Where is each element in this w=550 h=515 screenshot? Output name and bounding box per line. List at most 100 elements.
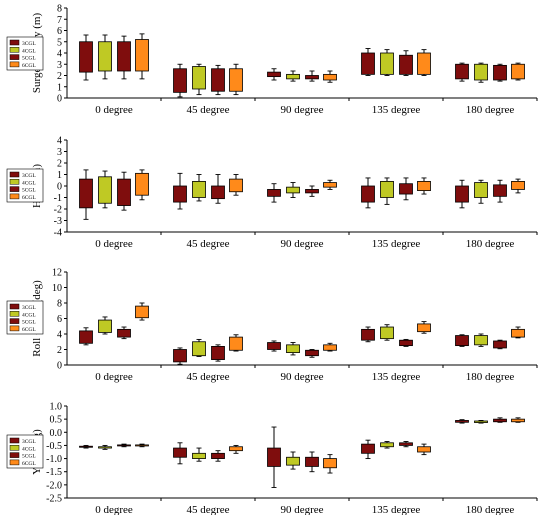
box-body xyxy=(474,420,488,423)
box-body xyxy=(79,445,93,448)
legend-swatch xyxy=(9,179,20,185)
x-category-label: 90 degree xyxy=(280,504,323,515)
box-body xyxy=(305,75,319,80)
x-category-label: 135 degree xyxy=(372,504,421,515)
box-body xyxy=(135,39,149,72)
box-3cgl xyxy=(173,172,187,210)
box-body xyxy=(380,52,394,75)
box-body xyxy=(229,446,243,452)
legend-label: 4CGL xyxy=(22,48,36,54)
box-5cgl xyxy=(493,179,507,203)
box-3cgl xyxy=(173,347,187,365)
legend-label: 6CGL xyxy=(22,461,36,467)
box-body xyxy=(267,342,281,350)
box-body xyxy=(474,63,488,81)
legend-swatch xyxy=(9,452,20,458)
y-tick-label: 1.0 xyxy=(50,402,63,413)
box-5cgl xyxy=(399,177,413,201)
y-tick-label: -4 xyxy=(54,228,62,239)
x-category-label: 0 degree xyxy=(95,371,133,383)
box-body xyxy=(305,349,319,357)
box-3cgl xyxy=(267,68,281,81)
box-body xyxy=(98,41,112,72)
box-body xyxy=(493,340,507,349)
legend-swatch xyxy=(9,193,20,200)
x-category-label: 135 degree xyxy=(372,371,421,383)
box-4cgl xyxy=(380,177,394,205)
box-body xyxy=(399,183,413,195)
box-body xyxy=(493,64,507,81)
legend-label: 6CGL xyxy=(22,63,36,69)
legend-label: 4CGL xyxy=(22,312,36,318)
box-body xyxy=(417,180,431,191)
box-4cgl xyxy=(380,49,394,76)
box-5cgl xyxy=(399,50,413,76)
y-tick-label: 1 xyxy=(57,82,62,93)
box-body xyxy=(229,336,243,351)
y-tick-label: 1 xyxy=(57,170,62,181)
box-3cgl xyxy=(361,48,375,76)
y-tick-label: -3 xyxy=(54,216,62,227)
box-body xyxy=(305,456,319,467)
box-body xyxy=(493,418,507,423)
box-body xyxy=(380,180,394,198)
box-body xyxy=(192,341,206,357)
legend-label: 5CGL xyxy=(22,320,36,326)
box-body xyxy=(267,189,281,197)
box-5cgl xyxy=(211,64,225,96)
box-4cgl xyxy=(474,420,488,424)
x-category-label: 180 degree xyxy=(466,238,515,250)
box-4cgl xyxy=(286,70,300,82)
y-tick-label: 4 xyxy=(57,49,62,60)
box-4cgl xyxy=(380,441,394,449)
legend-swatch xyxy=(9,39,20,46)
legend-label: 5CGL xyxy=(22,56,36,62)
legend-swatch xyxy=(9,47,20,53)
box-5cgl xyxy=(399,338,413,347)
x-category-label: 90 degree xyxy=(280,104,323,116)
box-body xyxy=(173,68,187,93)
box-body xyxy=(192,66,206,90)
box-body xyxy=(267,447,281,467)
box-5cgl xyxy=(305,451,319,473)
box-5cgl xyxy=(493,339,507,350)
box-body xyxy=(173,185,187,203)
box-body xyxy=(173,349,187,363)
box-5cgl xyxy=(305,349,319,358)
box-6cgl xyxy=(511,326,525,339)
y-tick-label: 0 xyxy=(57,182,62,193)
box-4cgl xyxy=(192,174,206,202)
box-6cgl xyxy=(135,33,149,80)
box-5cgl xyxy=(305,185,319,197)
box-4cgl xyxy=(98,34,112,80)
box-body xyxy=(455,335,469,347)
box-3cgl xyxy=(267,183,281,203)
x-category-label: 0 degree xyxy=(95,238,133,250)
box-4cgl xyxy=(192,338,206,357)
legend-label: 4CGL xyxy=(22,446,36,452)
box-6cgl xyxy=(511,178,525,194)
x-category-label: 45 degree xyxy=(186,238,229,250)
y-tick-label: 12 xyxy=(52,268,62,279)
box-3cgl xyxy=(173,63,187,98)
box-body xyxy=(98,319,112,333)
y-tick-label: 4 xyxy=(57,330,62,341)
box-6cgl xyxy=(135,302,149,321)
box-body xyxy=(79,41,93,73)
box-4cgl xyxy=(286,182,300,198)
y-tick-label: 0.5 xyxy=(50,415,63,426)
legend-label: 5CGL xyxy=(22,188,36,194)
box-4cgl xyxy=(286,451,300,470)
legend-label: 5CGL xyxy=(22,454,36,460)
box-body xyxy=(399,54,413,75)
box-body xyxy=(455,420,469,423)
box-4cgl xyxy=(98,444,112,450)
box-body xyxy=(493,184,507,197)
box-6cgl xyxy=(229,63,243,96)
box-5cgl xyxy=(117,443,131,448)
box-body xyxy=(323,344,337,351)
box-body xyxy=(361,328,375,341)
